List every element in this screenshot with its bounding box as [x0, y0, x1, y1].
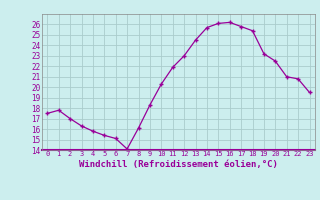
X-axis label: Windchill (Refroidissement éolien,°C): Windchill (Refroidissement éolien,°C): [79, 160, 278, 169]
